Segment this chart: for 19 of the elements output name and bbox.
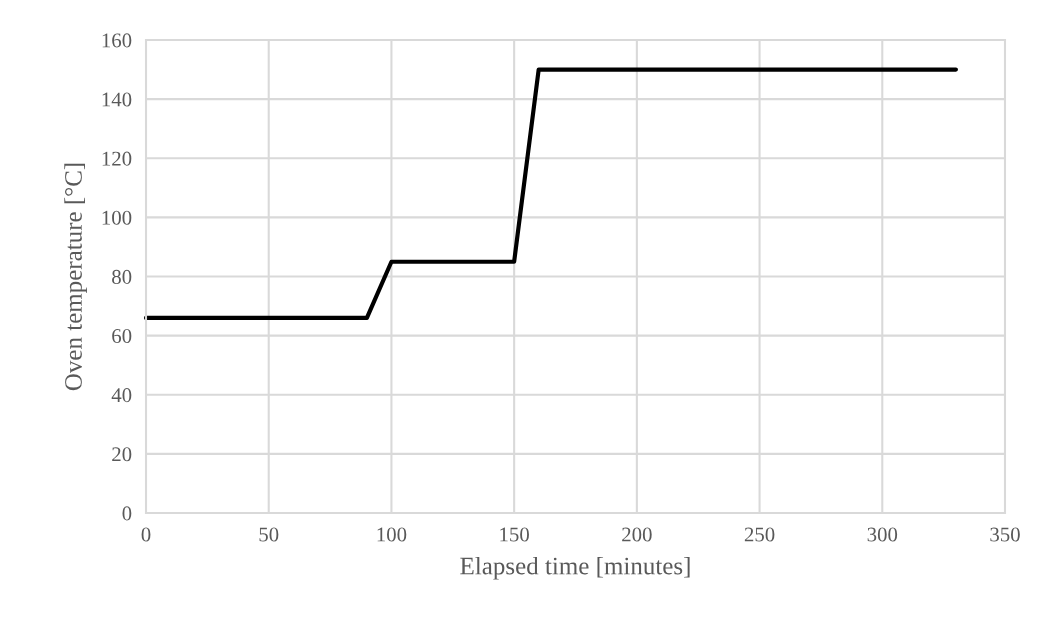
- x-tick-label: 0: [141, 527, 151, 542]
- x-tick-label: 200: [622, 527, 652, 542]
- x-tick-label: 350: [990, 527, 1020, 542]
- y-tick-label: 60: [112, 329, 132, 344]
- y-tick-label: 120: [102, 151, 132, 166]
- y-tick-label: 100: [102, 210, 132, 225]
- y-axis-title: Oven temperature [°C]: [64, 163, 87, 391]
- y-tick-label: 20: [112, 447, 132, 462]
- x-axis-title: Elapsed time [minutes]: [460, 556, 690, 580]
- y-tick-label: 80: [112, 269, 132, 284]
- y-tick-label: 140: [102, 92, 132, 107]
- x-tick-label: 150: [500, 527, 529, 542]
- x-tick-label: 300: [867, 527, 898, 542]
- y-tick-label: 160: [102, 33, 132, 48]
- x-tick-label: 50: [259, 527, 279, 542]
- x-tick-label: 250: [744, 527, 775, 542]
- y-tick-label: 0: [122, 506, 132, 521]
- y-tick-label: 40: [111, 388, 132, 403]
- x-tick-label: 100: [377, 527, 407, 542]
